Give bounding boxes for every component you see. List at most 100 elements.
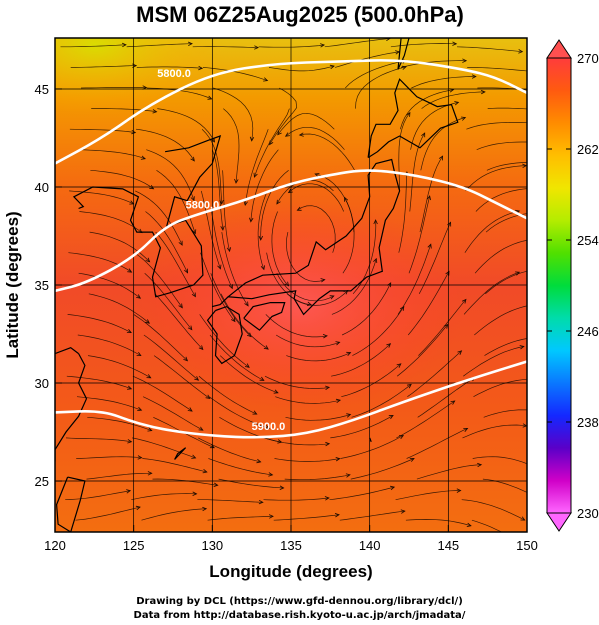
streamline-arrowhead	[183, 356, 189, 362]
streamline	[202, 67, 268, 81]
streamline-arrowhead	[462, 58, 468, 63]
streamline	[406, 428, 468, 459]
streamline	[258, 44, 325, 48]
streamline-arrowhead	[287, 188, 293, 194]
streamline-arrowhead	[260, 265, 265, 271]
streamline	[263, 497, 329, 501]
streamline-arrowhead	[220, 225, 225, 231]
streamline	[484, 338, 527, 356]
streamline	[70, 65, 137, 68]
streamline	[398, 112, 411, 191]
streamline-arrowhead	[140, 155, 146, 160]
streamline	[68, 252, 132, 273]
streamline	[285, 126, 345, 150]
streamline-arrowhead	[127, 268, 133, 273]
streamline-arrowhead	[146, 374, 152, 379]
streamline-arrowhead	[409, 457, 415, 462]
streamline	[268, 65, 335, 72]
streamline	[87, 355, 151, 379]
streamline	[421, 91, 485, 109]
streamline	[331, 258, 377, 315]
streamline	[288, 183, 345, 212]
chart-title: MSM 06Z25Aug2025 (500.0hPa)	[136, 2, 464, 27]
x-tick-label: 145	[437, 538, 459, 553]
streamline	[418, 222, 451, 294]
streamline-arrowhead	[334, 513, 340, 518]
streamline	[77, 334, 141, 356]
height-contour-line	[55, 59, 527, 165]
coastline	[212, 158, 401, 316]
streamline	[145, 211, 188, 273]
streamline-arrowhead	[277, 439, 283, 444]
x-tick-label: 135	[280, 538, 302, 553]
streamline	[464, 210, 520, 253]
streamline	[69, 190, 134, 205]
streamline-arrowhead	[335, 457, 341, 462]
streamline	[275, 334, 340, 348]
streamline	[264, 375, 330, 389]
x-tick-label: 130	[201, 538, 223, 553]
streamline-arrowhead	[187, 407, 193, 412]
map-panel: 5800.0 5800.0 5900.0 120 125 130 135 140 145 150…	[35, 37, 547, 553]
streamline-arrowhead	[387, 282, 392, 288]
streamline-arrowhead	[445, 270, 450, 276]
streamline	[483, 409, 527, 418]
streamline-arrowhead	[373, 219, 378, 225]
streamline	[198, 375, 257, 415]
streamline-arrowhead	[406, 111, 411, 117]
streamline	[200, 190, 221, 269]
streamline	[397, 244, 432, 315]
streamline-arrowhead	[205, 394, 211, 400]
coastline	[55, 347, 79, 355]
colorbar-tick-label: 246	[577, 324, 599, 339]
streamline	[89, 231, 150, 262]
streamline-arrowhead	[246, 332, 252, 338]
streamline	[142, 458, 207, 473]
streamline-arrowhead	[258, 235, 264, 241]
streamline-arrowhead	[202, 468, 208, 474]
streamline-arrowhead	[296, 206, 302, 211]
streamline-arrowhead	[126, 329, 132, 333]
x-ticks: 120 125 130 135 140 145 150	[44, 525, 538, 553]
streamline-arrowhead	[249, 217, 254, 223]
coastline	[243, 302, 286, 331]
streamline-arrowhead	[396, 363, 402, 368]
streamline	[355, 66, 407, 109]
streamline-arrowhead	[346, 351, 352, 356]
streamline-arrowhead	[217, 264, 222, 270]
streamline-arrowhead	[244, 301, 249, 307]
streamline	[199, 314, 250, 368]
streamline	[399, 89, 454, 130]
streamline-arrowhead	[263, 345, 269, 350]
streamline	[133, 314, 188, 361]
streamline-arrowhead	[202, 506, 208, 512]
streamline	[80, 87, 147, 89]
streamline-arrowhead	[194, 376, 200, 381]
streamline	[352, 306, 405, 356]
contour-label: 5900.0	[252, 421, 286, 433]
streamline-arrowhead	[320, 43, 326, 48]
cold-northwest-shading	[55, 38, 225, 115]
streamline	[286, 232, 325, 282]
height-contour-line	[55, 360, 527, 439]
streamline-arrowhead	[457, 350, 463, 355]
streamline	[461, 499, 525, 521]
streamline-arrowhead	[543, 267, 547, 271]
streamline	[65, 490, 131, 501]
streamline	[212, 87, 254, 141]
streamline	[408, 195, 431, 274]
streamline	[341, 282, 392, 336]
streamline	[266, 252, 312, 306]
streamline-arrowhead	[145, 319, 151, 324]
streamline	[335, 51, 400, 68]
streamline-arrowhead	[276, 199, 281, 205]
streamline	[142, 396, 203, 431]
streamline-arrowhead	[320, 278, 326, 283]
streamline	[285, 414, 351, 421]
streamline-arrowhead	[152, 109, 158, 114]
streamline-arrowhead	[127, 385, 133, 390]
streamline-arrowhead	[314, 173, 320, 178]
y-tick-label: 25	[35, 474, 49, 489]
streamline-arrowhead	[273, 389, 279, 394]
streamline-arrowhead	[471, 74, 477, 79]
